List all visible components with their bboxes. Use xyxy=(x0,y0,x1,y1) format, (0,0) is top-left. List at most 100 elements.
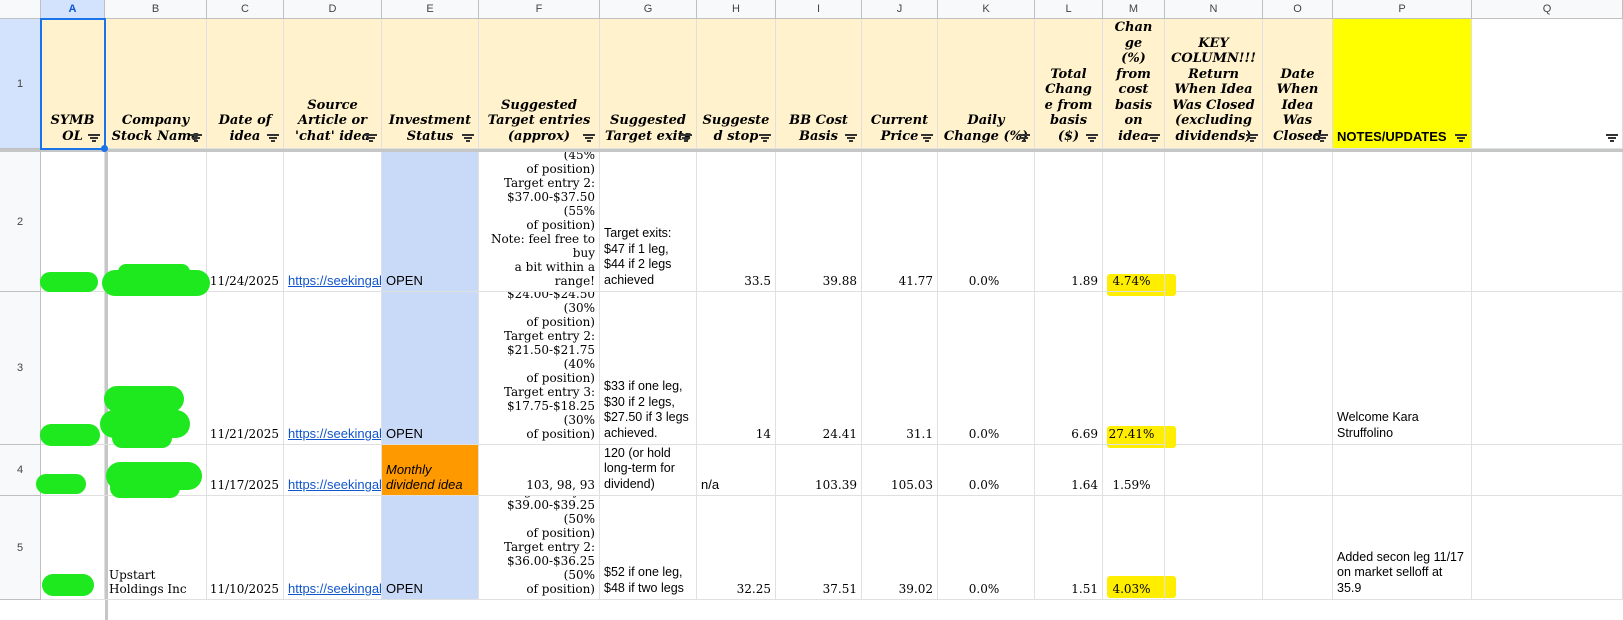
frozen-row-divider[interactable] xyxy=(0,149,1623,152)
row-header-5[interactable]: 5 xyxy=(0,496,41,600)
cost-basis-cell[interactable]: 24.41 xyxy=(776,292,862,445)
column-header-k[interactable]: K xyxy=(938,0,1035,19)
row-header-2[interactable]: 2 xyxy=(0,152,41,292)
header-cell-d[interactable]: Source Article or'chat' idea xyxy=(284,19,382,149)
status-cell[interactable]: OPEN xyxy=(382,496,479,600)
date-cell[interactable]: 11/21/2025 xyxy=(207,292,284,445)
date-closed-cell[interactable] xyxy=(1263,292,1333,445)
symbol-cell[interactable] xyxy=(41,496,105,600)
row-header-3[interactable]: 3 xyxy=(0,292,41,445)
target-exits-cell[interactable]: 120 (or hold long-term for dividend) xyxy=(600,445,697,496)
total-change-cell[interactable]: 1.89 xyxy=(1035,152,1103,292)
current-price-cell[interactable]: 31.1 xyxy=(862,292,938,445)
cost-basis-cell[interactable]: 103.39 xyxy=(776,445,862,496)
header-cell-n[interactable]: KEY COLUMN!!! Return When Idea Was Closed (ex… xyxy=(1165,19,1263,149)
notes-cell[interactable] xyxy=(1333,445,1472,496)
target-exits-cell[interactable]: Target exits: $47 if 1 leg, $44 if 2 legs a… xyxy=(600,152,697,292)
target-entries-cell[interactable]: 103, 98, 93 xyxy=(479,445,600,496)
column-header-g[interactable]: G xyxy=(600,0,697,19)
pct-change-cell[interactable]: 1.59% xyxy=(1103,445,1165,496)
header-cell-j[interactable]: Current Price xyxy=(862,19,938,149)
stop-cell[interactable]: 32.25 xyxy=(697,496,776,600)
source-link[interactable]: https://seekingal xyxy=(288,477,382,492)
header-cell-l[interactable]: Total Chang e from basis ($) xyxy=(1035,19,1103,149)
column-header-d[interactable]: D xyxy=(284,0,382,19)
date-cell[interactable]: 11/17/2025 xyxy=(207,445,284,496)
header-cell-m[interactable]: Chan ge (%) from cost basis on idea xyxy=(1103,19,1165,149)
filter-icon[interactable] xyxy=(1086,134,1098,142)
column-header-q[interactable]: Q xyxy=(1472,0,1623,19)
source-cell[interactable]: https://seekingal xyxy=(284,152,382,292)
current-price-cell[interactable]: 41.77 xyxy=(862,152,938,292)
date-closed-cell[interactable] xyxy=(1263,496,1333,600)
symbol-cell[interactable] xyxy=(41,292,105,445)
frozen-column-divider[interactable] xyxy=(105,19,108,620)
empty-cell[interactable] xyxy=(1472,152,1623,292)
daily-change-cell[interactable]: 0.0% xyxy=(938,152,1035,292)
filter-icon[interactable] xyxy=(759,134,771,142)
current-price-cell[interactable]: 105.03 xyxy=(862,445,938,496)
target-entries-cell[interactable]: Target entry 1:$39.50-$40.50 (45%of posi… xyxy=(479,152,600,292)
column-header-o[interactable]: O xyxy=(1263,0,1333,19)
header-cell-o[interactable]: Date When Idea Was Closed xyxy=(1263,19,1333,149)
source-link[interactable]: https://seekingal xyxy=(288,426,382,441)
filter-icon[interactable] xyxy=(1606,134,1618,142)
row-header-4[interactable]: 4 xyxy=(0,445,41,496)
column-header-m[interactable]: M xyxy=(1103,0,1165,19)
source-cell[interactable]: https://seekingal xyxy=(284,445,382,496)
filter-icon[interactable] xyxy=(583,134,595,142)
status-cell[interactable]: Monthly dividend idea xyxy=(382,445,479,496)
filter-icon[interactable] xyxy=(1018,134,1030,142)
header-cell-k[interactable]: Daily Change (%) xyxy=(938,19,1035,149)
filter-icon[interactable] xyxy=(267,134,279,142)
filter-icon[interactable] xyxy=(1455,134,1467,142)
target-exits-cell[interactable]: $33 if one leg, $30 if 2 legs, $27.50 if 3… xyxy=(600,292,697,445)
filter-icon[interactable] xyxy=(845,134,857,142)
cost-basis-cell[interactable]: 39.88 xyxy=(776,152,862,292)
target-entries-cell[interactable]: Target entry 1:$39.00-$39.25 (50%of posi… xyxy=(479,496,600,600)
target-entries-cell[interactable]: Target entry 1:$24.00-$24.50 (30%of posi… xyxy=(479,292,600,445)
column-header-c[interactable]: C xyxy=(207,0,284,19)
total-change-cell[interactable]: 1.64 xyxy=(1035,445,1103,496)
filter-icon[interactable] xyxy=(88,134,100,142)
daily-change-cell[interactable]: 0.0% xyxy=(938,445,1035,496)
company-cell[interactable]: Upstart Holdings Inc xyxy=(105,496,207,600)
empty-cell[interactable] xyxy=(1472,445,1623,496)
header-cell-c[interactable]: Date of idea xyxy=(207,19,284,149)
daily-change-cell[interactable]: 0.0% xyxy=(938,292,1035,445)
header-cell-i[interactable]: BB Cost Basis xyxy=(776,19,862,149)
target-exits-cell[interactable]: $52 if one leg, $48 if two legs xyxy=(600,496,697,600)
total-change-cell[interactable]: 6.69 xyxy=(1035,292,1103,445)
notes-cell[interactable]: Added secon leg 11/17 on market selloff a… xyxy=(1333,496,1472,600)
filter-icon[interactable] xyxy=(462,134,474,142)
notes-cell[interactable]: Welcome Kara Struffolino xyxy=(1333,292,1472,445)
header-cell-a[interactable]: SYMB OL xyxy=(41,19,105,149)
symbol-cell[interactable] xyxy=(41,445,105,496)
return-when-closed-cell[interactable] xyxy=(1165,292,1263,445)
column-header-p[interactable]: P xyxy=(1333,0,1472,19)
symbol-cell[interactable] xyxy=(41,152,105,292)
header-cell-b[interactable]: Company Stock Name xyxy=(105,19,207,149)
row-header-1[interactable]: 1 xyxy=(0,19,41,149)
filter-icon[interactable] xyxy=(1148,134,1160,142)
cost-basis-cell[interactable]: 37.51 xyxy=(776,496,862,600)
column-header-j[interactable]: J xyxy=(862,0,938,19)
filter-icon[interactable] xyxy=(1246,134,1258,142)
header-cell-h[interactable]: Suggeste d stop xyxy=(697,19,776,149)
column-header-l[interactable]: L xyxy=(1035,0,1103,19)
total-change-cell[interactable]: 1.51 xyxy=(1035,496,1103,600)
filter-icon[interactable] xyxy=(921,134,933,142)
column-header-a[interactable]: A xyxy=(41,0,105,19)
filter-icon[interactable] xyxy=(365,134,377,142)
empty-cell[interactable] xyxy=(1472,496,1623,600)
notes-cell[interactable] xyxy=(1333,152,1472,292)
stop-cell[interactable]: 33.5 xyxy=(697,152,776,292)
source-cell[interactable]: https://seekingal xyxy=(284,496,382,600)
select-all-corner[interactable] xyxy=(0,0,41,19)
header-cell-f[interactable]: Suggested Target entries (approx) xyxy=(479,19,600,149)
filter-icon[interactable] xyxy=(190,134,202,142)
column-header-b[interactable]: B xyxy=(105,0,207,19)
date-cell[interactable]: 11/10/2025 xyxy=(207,496,284,600)
date-cell[interactable]: 11/24/2025 xyxy=(207,152,284,292)
source-link[interactable]: https://seekingal xyxy=(288,273,382,288)
